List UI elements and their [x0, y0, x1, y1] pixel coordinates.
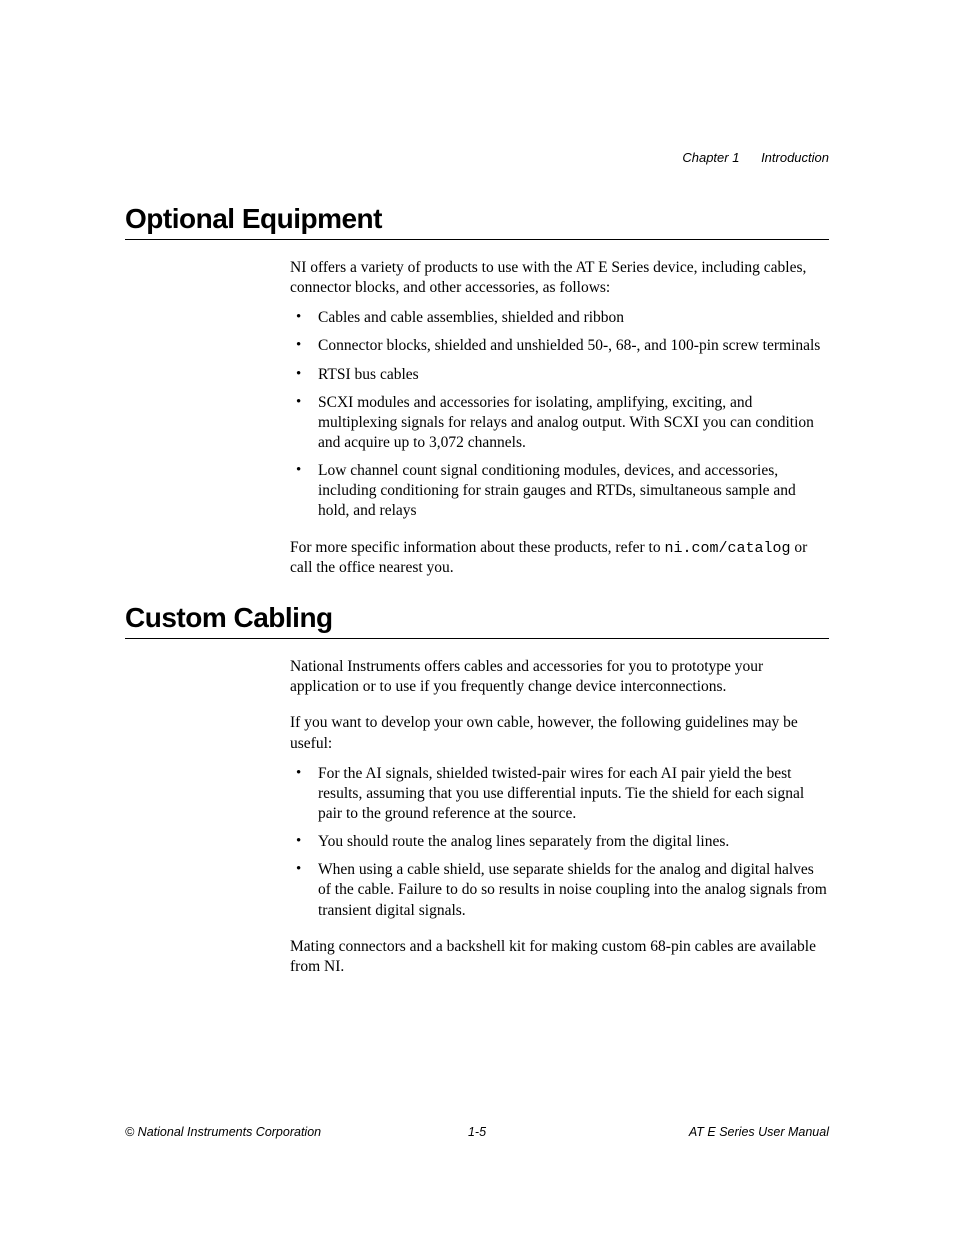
list-item: RTSI bus cables — [290, 365, 829, 385]
paragraph: National Instruments offers cables and a… — [290, 657, 829, 697]
url-text: ni.com/catalog — [664, 540, 790, 557]
list-item: You should route the analog lines separa… — [290, 832, 829, 852]
section-body-optional-equipment: NI offers a variety of products to use w… — [290, 258, 829, 578]
list-item: When using a cable shield, use separate … — [290, 860, 829, 920]
header-chapter: Chapter 1 — [682, 150, 739, 165]
footer-page-number: 1-5 — [468, 1125, 486, 1139]
bullet-list-optional-equipment: Cables and cable assemblies, shielded an… — [290, 308, 829, 521]
footer-right: AT E Series User Manual — [689, 1125, 829, 1139]
list-item: For the AI signals, shielded twisted-pai… — [290, 764, 829, 824]
intro-paragraph: NI offers a variety of products to use w… — [290, 258, 829, 298]
section-body-custom-cabling: National Instruments offers cables and a… — [290, 657, 829, 977]
bullet-list-custom-cabling: For the AI signals, shielded twisted-pai… — [290, 764, 829, 921]
section-heading-optional-equipment: Optional Equipment — [125, 203, 829, 240]
list-item: Low channel count signal conditioning mo… — [290, 461, 829, 521]
closing-paragraph: Mating connectors and a backshell kit fo… — [290, 937, 829, 977]
page-header: Chapter 1 Introduction — [125, 150, 829, 165]
closing-text-pre: For more specific information about thes… — [290, 539, 664, 556]
section-heading-custom-cabling: Custom Cabling — [125, 602, 829, 639]
closing-paragraph: For more specific information about thes… — [290, 538, 829, 579]
document-page: Chapter 1 Introduction Optional Equipmen… — [0, 0, 954, 977]
paragraph: If you want to develop your own cable, h… — [290, 713, 829, 753]
list-item: SCXI modules and accessories for isolati… — [290, 393, 829, 453]
list-item: Connector blocks, shielded and unshielde… — [290, 336, 829, 356]
header-title: Introduction — [761, 150, 829, 165]
footer-left: © National Instruments Corporation — [125, 1125, 321, 1139]
list-item: Cables and cable assemblies, shielded an… — [290, 308, 829, 328]
page-footer: © National Instruments Corporation 1-5 A… — [125, 1125, 829, 1139]
